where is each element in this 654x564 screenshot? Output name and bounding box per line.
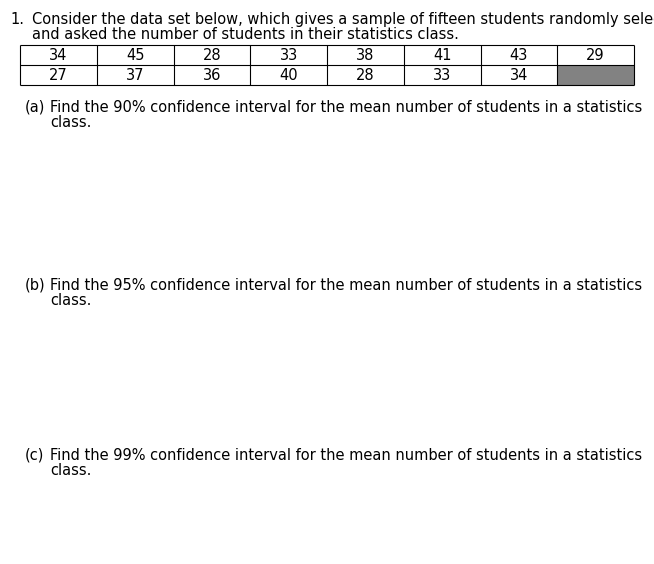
Text: 27: 27 — [49, 68, 68, 82]
Text: 33: 33 — [279, 47, 298, 63]
Text: (a): (a) — [25, 100, 45, 115]
Bar — [557, 65, 634, 85]
Text: 36: 36 — [203, 68, 221, 82]
Text: 28: 28 — [356, 68, 375, 82]
Text: Find the 90% confidence interval for the mean number of students in a statistics: Find the 90% confidence interval for the… — [50, 100, 642, 115]
Text: 34: 34 — [49, 47, 67, 63]
Text: 33: 33 — [433, 68, 451, 82]
Text: 28: 28 — [203, 47, 221, 63]
Text: and asked the number of students in their statistics class.: and asked the number of students in thei… — [32, 27, 459, 42]
Text: 38: 38 — [356, 47, 375, 63]
Text: 1.: 1. — [10, 12, 24, 27]
Text: Find the 95% confidence interval for the mean number of students in a statistics: Find the 95% confidence interval for the… — [50, 278, 642, 293]
Text: class.: class. — [50, 463, 92, 478]
Text: Consider the data set below, which gives a sample of fifteen students randomly s: Consider the data set below, which gives… — [32, 12, 654, 27]
Text: 29: 29 — [587, 47, 605, 63]
Text: (c): (c) — [25, 448, 44, 463]
Text: 37: 37 — [126, 68, 145, 82]
Text: 43: 43 — [509, 47, 528, 63]
Text: Find the 99% confidence interval for the mean number of students in a statistics: Find the 99% confidence interval for the… — [50, 448, 642, 463]
Text: 41: 41 — [433, 47, 451, 63]
Text: class.: class. — [50, 115, 92, 130]
Text: 40: 40 — [279, 68, 298, 82]
Text: class.: class. — [50, 293, 92, 308]
Text: (b): (b) — [25, 278, 46, 293]
Text: 45: 45 — [126, 47, 145, 63]
Text: 34: 34 — [509, 68, 528, 82]
